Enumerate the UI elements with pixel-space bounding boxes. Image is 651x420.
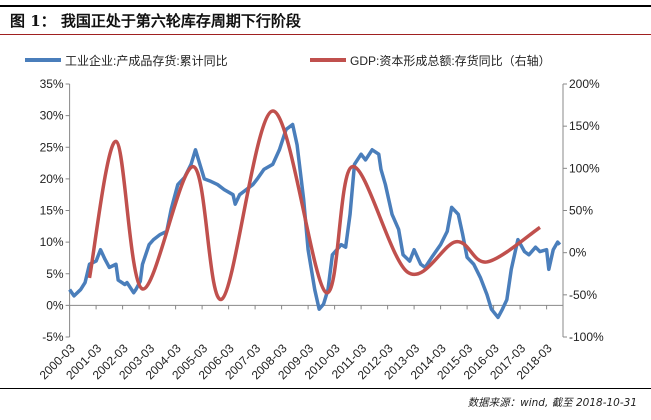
legend-label-1: 工业企业:产成品存货:累计同比 [65, 53, 228, 68]
left-tick-label: 20% [40, 172, 64, 186]
figure-title: 图 1： 我国正处于第六轮库存周期下行阶段 [10, 12, 301, 30]
left-tick-label: -5% [42, 330, 64, 344]
right-tick-label: -50% [569, 288, 597, 302]
left-tick-label: 25% [40, 140, 64, 154]
top-rule [0, 5, 651, 7]
left-tick-label: 15% [40, 204, 64, 218]
right-tick-label: 50% [569, 204, 593, 218]
source-note: 数据来源：wind, 截至 2018-10-31 [467, 397, 637, 409]
left-tick-label: 30% [40, 109, 64, 123]
legend-label-2: GDP:资本形成总额:存货同比（右轴） [350, 53, 551, 68]
left-tick-label: 35% [40, 77, 64, 91]
right-tick-label: 0% [569, 246, 587, 260]
right-tick-label: 150% [569, 119, 600, 133]
left-tick-label: 10% [40, 235, 64, 249]
series-line-1 [68, 122, 562, 320]
title-rule [0, 34, 651, 35]
bottom-rule [0, 388, 651, 389]
right-tick-label: 200% [569, 77, 600, 91]
right-tick-label: -100% [569, 330, 604, 344]
left-tick-label: 0% [46, 298, 64, 312]
right-tick-label: 100% [569, 161, 600, 175]
series-line-2 [87, 109, 541, 301]
line-chart: -5% 0% 5% 10% 15% 20% 25% 30% 35% -100% -50% 0% 50% 1… [25, 53, 604, 382]
left-tick-label: 5% [46, 267, 64, 281]
